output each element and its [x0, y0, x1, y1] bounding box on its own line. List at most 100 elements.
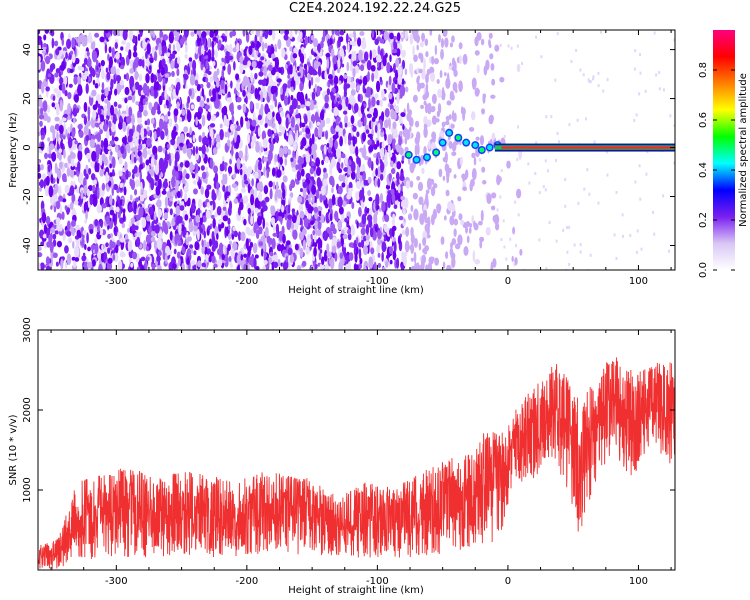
- spectrogram-cell: [87, 36, 93, 44]
- spectrogram-cell: [81, 236, 85, 248]
- spectrogram-cell: [171, 176, 176, 188]
- spectrogram-cell: [269, 104, 274, 110]
- spectrogram-cell: [56, 223, 61, 231]
- spectrogram-cell: [348, 181, 353, 190]
- spectrogram-cell: [207, 225, 211, 231]
- spectrogram-cell: [653, 232, 656, 236]
- spectrogram-cell: [349, 63, 354, 72]
- spectrogram-cell: [115, 75, 122, 82]
- spectrogram-cell: [486, 193, 492, 205]
- spectrogram-cell: [236, 134, 241, 145]
- spectrogram-cell: [168, 31, 174, 44]
- spectrogram-cell: [282, 83, 288, 92]
- spectrogram-cell: [280, 262, 284, 267]
- spectrogram-cell: [145, 234, 151, 244]
- spectrogram-cell: [51, 151, 57, 162]
- spectrogram-cell: [63, 113, 68, 118]
- spectrogram-cell: [395, 105, 400, 114]
- spectrogram-cell: [286, 218, 292, 231]
- spectrogram-cell: [577, 201, 580, 205]
- spectrogram-cell: [117, 196, 121, 204]
- spectrogram-cell: [49, 241, 54, 254]
- spectrogram-cell: [384, 107, 390, 118]
- snr-series-line: [38, 357, 675, 570]
- spectrogram-cell: [173, 108, 179, 117]
- spectrogram-cell: [264, 196, 270, 203]
- spectrogram-cell: [474, 87, 480, 97]
- spectrogram-cell: [189, 126, 192, 136]
- spectrogram-cell: [51, 102, 56, 108]
- spectrogram-cell: [566, 250, 569, 254]
- spectrogram-cell: [633, 67, 636, 71]
- spectrogram-cell: [73, 93, 80, 103]
- spectrogram-cell: [115, 68, 120, 76]
- spectrogram-cell: [326, 143, 330, 148]
- spectrogram-cell: [491, 192, 497, 199]
- spectrogram-cell: [476, 64, 480, 74]
- spectrogram-cell: [146, 126, 150, 132]
- spectrogram-cell: [564, 178, 567, 182]
- spectrogram-cell: [376, 244, 380, 254]
- spectrogram-cell: [149, 65, 152, 71]
- spectrogram-cell: [394, 79, 398, 85]
- spectrogram-cell: [545, 115, 548, 119]
- spectrogram-cell: [424, 103, 429, 114]
- spectrogram-cell: [258, 191, 263, 202]
- spectrogram-cell: [346, 193, 352, 200]
- spectrogram-cell: [264, 42, 268, 49]
- spectrogram-cell: [359, 147, 364, 153]
- spectrogram-cell: [490, 63, 495, 71]
- spectrogram-cell: [89, 138, 95, 149]
- spectrogram-cell: [220, 79, 225, 90]
- spectrogram-cell: [428, 66, 435, 75]
- spectrogram-cell: [177, 257, 181, 266]
- spectrogram-cell: [347, 228, 352, 235]
- spectrogram-cell: [242, 89, 246, 97]
- spectrogram-cell: [54, 183, 59, 194]
- spectrogram-cell: [356, 155, 360, 165]
- spectrogram-cell: [115, 244, 119, 254]
- spectrogram-cell: [224, 83, 228, 95]
- spectrogram-cell: [60, 258, 64, 270]
- spectrogram-cell: [211, 40, 215, 49]
- spectrogram-cell: [658, 87, 661, 91]
- spectrogram-cell: [338, 80, 342, 85]
- spectrogram-cell: [414, 157, 420, 163]
- spectrogram-cell: [134, 179, 141, 188]
- spectrogram-cell: [426, 178, 432, 190]
- spectrogram-cell: [107, 145, 112, 150]
- spectrogram-cell: [230, 102, 234, 115]
- spectrogram-cell: [294, 243, 299, 251]
- spectrogram-cell: [313, 169, 317, 178]
- spectrogram-cell: [69, 68, 74, 74]
- spectrogram-cell: [140, 127, 145, 139]
- spectrogram-cell: [348, 33, 354, 38]
- spectrogram-cell: [72, 240, 75, 249]
- spectrogram-cell: [323, 172, 329, 180]
- spectrogram-cell: [460, 219, 465, 226]
- spectrogram-cell: [94, 218, 99, 227]
- spectrogram-cell: [548, 220, 551, 224]
- spectrogram-cell: [280, 110, 285, 118]
- spectrogram-cell: [244, 180, 249, 185]
- spectrogram-cell: [328, 163, 334, 169]
- spectrogram-cell: [176, 42, 181, 52]
- spectrogram-cell: [94, 32, 100, 38]
- spectrogram-cell: [247, 165, 253, 175]
- spectrogram-cell: [446, 173, 450, 184]
- spectrogram-cell: [290, 94, 294, 101]
- spectrogram-cell: [161, 58, 166, 67]
- spectrogram-cell: [38, 164, 41, 173]
- spectrogram-cell: [157, 145, 163, 153]
- spectrogram-cell: [73, 76, 78, 85]
- spectrogram-cell: [228, 233, 232, 240]
- spectrogram-cell: [227, 244, 231, 252]
- spectrogram-cell: [329, 79, 333, 85]
- spectrogram-cell: [327, 38, 330, 47]
- spectrogram-cell: [173, 62, 180, 69]
- spectrogram-cell: [222, 244, 226, 255]
- spectrogram-cell: [258, 226, 263, 235]
- spectrogram-cell: [97, 116, 101, 124]
- spectrogram-cell: [463, 245, 469, 256]
- spectrogram-cell: [339, 252, 344, 259]
